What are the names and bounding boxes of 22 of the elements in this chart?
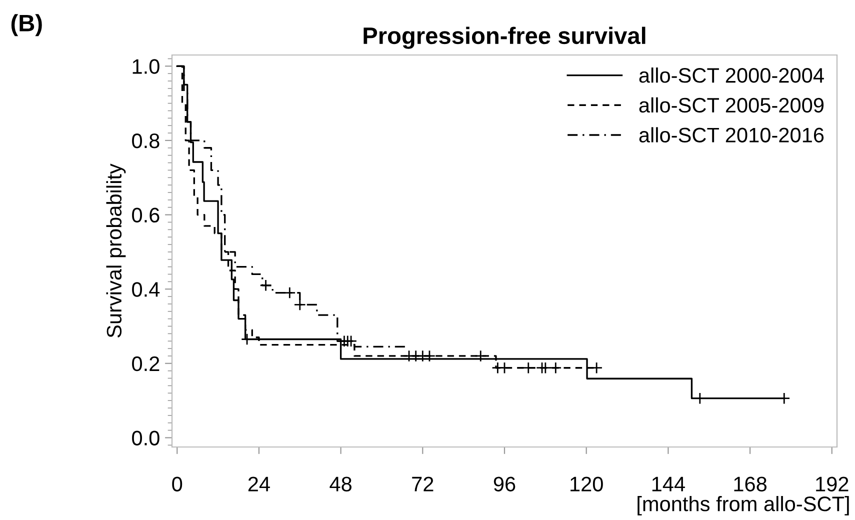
x-tick-label: 24 xyxy=(248,476,270,492)
y-tick-label: 0.4 xyxy=(132,282,160,297)
text: (B) xyxy=(11,14,42,36)
x-tick-label: 72 xyxy=(412,476,434,492)
x-tick-label: 144 xyxy=(652,476,685,492)
x-tick-label: 120 xyxy=(570,476,603,492)
x-tick-label: 168 xyxy=(734,476,767,492)
legend-label: allo-SCT 2000-2004 xyxy=(639,68,824,83)
x-tick-label: 48 xyxy=(330,476,352,492)
y-axis-title: Survival probability xyxy=(106,164,126,338)
x-tick-label: 96 xyxy=(494,476,516,492)
x-tick-label: 0 xyxy=(172,476,182,492)
legend-label: allo-SCT 2010-2016 xyxy=(639,127,824,142)
y-tick-label: 0.2 xyxy=(132,356,160,372)
chart-title: Progression-free survival xyxy=(364,26,646,49)
x-axis-title: [months from allo-SCT] xyxy=(638,496,849,516)
y-tick-label: 1.0 xyxy=(132,59,160,74)
y-tick-label: 0.8 xyxy=(132,133,160,148)
x-tick-label: 192 xyxy=(816,476,848,492)
y-tick-label: 0.6 xyxy=(132,208,160,223)
y-tick-label: 0.0 xyxy=(132,430,160,446)
legend-label: allo-SCT 2005-2009 xyxy=(639,97,824,113)
